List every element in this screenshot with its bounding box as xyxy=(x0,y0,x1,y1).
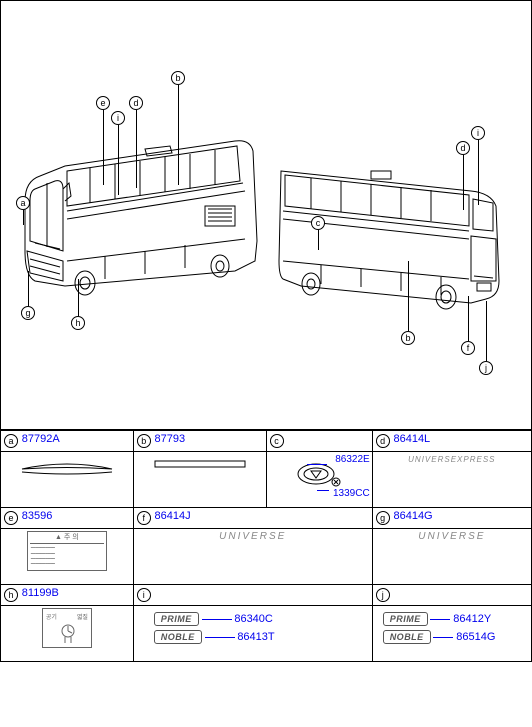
parts-table: a 87792A b 87793 c d 86414L xyxy=(0,430,532,662)
cell-d-header: d 86414L xyxy=(372,431,531,452)
noble-emblem-j: NOBLE xyxy=(383,630,431,644)
prime-emblem-j: PRIME xyxy=(383,612,428,626)
callout-j: j xyxy=(479,361,493,375)
callout-i-right: i xyxy=(471,126,485,140)
cell-f-body: UNIVERSE xyxy=(133,529,372,585)
part-d[interactable]: 86414L xyxy=(393,433,430,445)
part-a[interactable]: 87792A xyxy=(22,433,60,445)
part-e[interactable]: 83596 xyxy=(22,510,53,522)
callout-i-left: i xyxy=(111,111,125,125)
cell-c-body: 86322E 1339CC xyxy=(266,452,372,508)
callout-e: e xyxy=(96,96,110,110)
callout-c: c xyxy=(311,216,325,230)
part-i2[interactable]: 86413T xyxy=(237,631,274,643)
callout-f: f xyxy=(461,341,475,355)
cell-i-header: i xyxy=(133,585,372,606)
cell-g-header: g 86414G xyxy=(372,508,531,529)
bus-rear-svg xyxy=(271,131,531,361)
letter-g: g xyxy=(376,511,390,525)
cell-h-header: h 81199B xyxy=(1,585,134,606)
callout-a: a xyxy=(16,196,30,210)
letter-d: d xyxy=(376,434,390,448)
cell-a-header: a 87792A xyxy=(1,431,134,452)
cell-d-body: UNIVERSEXPRESS xyxy=(372,452,531,508)
cell-b-header: b 87793 xyxy=(133,431,266,452)
cell-g-body: UNIVERSE xyxy=(372,529,531,585)
letter-i: i xyxy=(137,588,151,602)
air-label: 공기 엷질 xyxy=(42,608,92,648)
letter-f: f xyxy=(137,511,151,525)
cell-j-header: j xyxy=(372,585,531,606)
callout-b-right: b xyxy=(401,331,415,345)
part-f[interactable]: 86414J xyxy=(155,510,191,522)
callout-d-left: d xyxy=(129,96,143,110)
part-j1[interactable]: 86412Y xyxy=(453,613,491,625)
cell-h-body: 공기 엷질 xyxy=(1,606,134,662)
cell-f-header: f 86414J xyxy=(133,508,372,529)
part-c2[interactable]: 1339CC xyxy=(333,488,370,499)
callout-h: h xyxy=(71,316,85,330)
letter-j: j xyxy=(376,588,390,602)
cell-j-body: PRIME 86412Y NOBLE 86514G xyxy=(372,606,531,662)
part-c1[interactable]: 86322E xyxy=(335,454,369,465)
callout-d-right: d xyxy=(456,141,470,155)
cell-b-body xyxy=(133,452,266,508)
letter-h: h xyxy=(4,588,18,602)
part-i1[interactable]: 86340C xyxy=(234,613,273,625)
caution-label: ▲ 주 의 ━━━━━━━━━━━━━━━━━━━━━━━━━━━━━━━━━━… xyxy=(27,531,107,571)
strip-icon xyxy=(150,454,250,474)
diagram-area: a e i d b g h i d c b f j xyxy=(0,0,532,430)
prime-emblem-i: PRIME xyxy=(154,612,199,626)
parts-table-grid: a 87792A b 87793 c d 86414L xyxy=(0,430,532,662)
universe-text-f: UNIVERSE xyxy=(219,531,286,542)
garnish-icon xyxy=(17,454,117,484)
universe-text-g: UNIVERSE xyxy=(418,531,485,542)
noble-emblem-i: NOBLE xyxy=(154,630,202,644)
cell-i-body: PRIME 86340C NOBLE 86413T xyxy=(133,606,372,662)
universexpress-text: UNIVERSEXPRESS xyxy=(408,455,495,464)
cell-e-body: ▲ 주 의 ━━━━━━━━━━━━━━━━━━━━━━━━━━━━━━━━━━… xyxy=(1,529,134,585)
air-gauge-icon xyxy=(58,623,78,645)
callout-b-left: b xyxy=(171,71,185,85)
bus-front-svg xyxy=(5,111,265,341)
letter-c: c xyxy=(270,434,284,448)
part-b[interactable]: 87793 xyxy=(155,433,186,445)
part-h[interactable]: 81199B xyxy=(22,587,59,599)
cell-e-header: e 83596 xyxy=(1,508,134,529)
letter-e: e xyxy=(4,511,18,525)
cell-c-header: c xyxy=(266,431,372,452)
cell-a-body xyxy=(1,452,134,508)
letter-b: b xyxy=(137,434,151,448)
part-g[interactable]: 86414G xyxy=(393,510,432,522)
letter-a: a xyxy=(4,434,18,448)
callout-g: g xyxy=(21,306,35,320)
part-j2[interactable]: 86514G xyxy=(456,631,495,643)
